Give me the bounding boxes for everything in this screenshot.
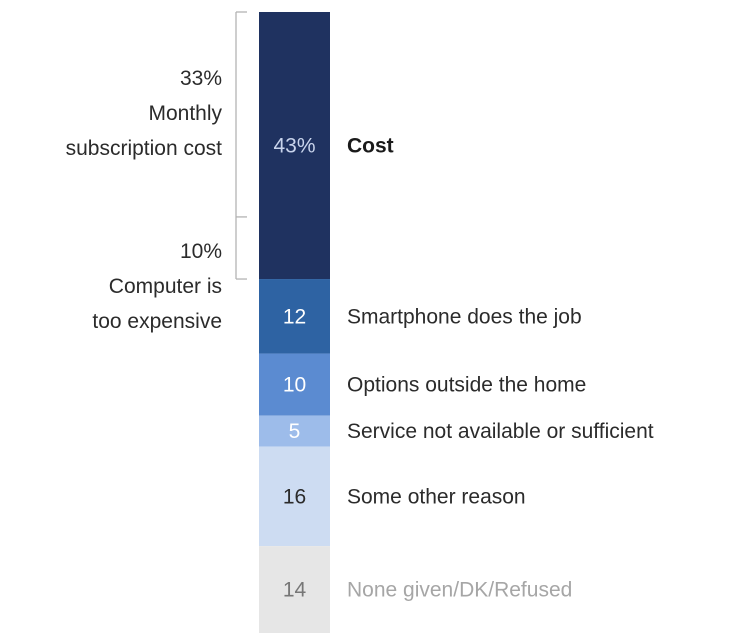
segment-category-label-3: Service not available or sufficient bbox=[347, 420, 654, 443]
bar-segment-0 bbox=[259, 12, 330, 280]
segment-value-label-3: 5 bbox=[289, 420, 301, 443]
segment-value-label-4: 16 bbox=[283, 485, 306, 508]
breakdown-monthly-label-line2: subscription cost bbox=[66, 137, 223, 160]
breakdown-monthly-label-line1: Monthly bbox=[148, 102, 222, 125]
segment-category-label-5: None given/DK/Refused bbox=[347, 579, 572, 602]
breakdown-computer-label-line2: too expensive bbox=[92, 310, 222, 333]
cost-breakdown-labels: 33% Monthly subscription cost 10% Comput… bbox=[66, 67, 223, 333]
stacked-bar: 43% Cost 12 Smartphone does the job 10 Option… bbox=[259, 12, 654, 633]
bar-segment-4 bbox=[259, 446, 330, 547]
segment-category-label-0: Cost bbox=[347, 135, 394, 158]
segment-value-label-2: 10 bbox=[283, 374, 306, 397]
segment-category-label-2: Options outside the home bbox=[347, 374, 586, 397]
breakdown-computer-label-line1: Computer is bbox=[109, 275, 222, 298]
breakdown-computer-value: 10% bbox=[180, 240, 222, 263]
cost-bracket bbox=[235, 11, 247, 280]
breakdown-monthly-value: 33% bbox=[180, 67, 222, 90]
bar-segment-5 bbox=[259, 546, 330, 633]
segment-category-label-4: Some other reason bbox=[347, 485, 526, 508]
segment-value-label-0: 43% bbox=[273, 135, 315, 158]
bar-segment-1 bbox=[259, 279, 330, 354]
segment-value-label-5: 14 bbox=[283, 579, 307, 602]
segment-category-label-1: Smartphone does the job bbox=[347, 305, 582, 328]
segment-value-label-1: 12 bbox=[283, 305, 306, 328]
bar-segment-3 bbox=[259, 415, 330, 447]
bar-segment-2 bbox=[259, 353, 330, 416]
